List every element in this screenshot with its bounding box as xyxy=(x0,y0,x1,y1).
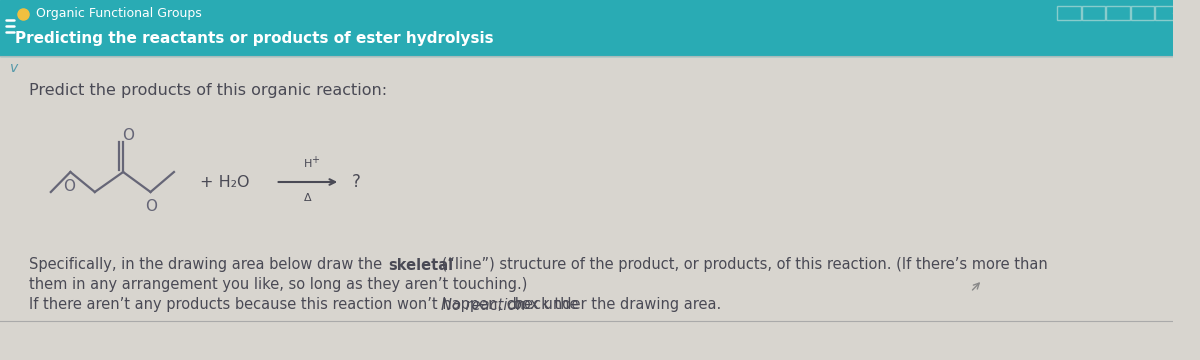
Bar xyxy=(1156,6,1178,20)
Text: box under the drawing area.: box under the drawing area. xyxy=(508,297,721,312)
Bar xyxy=(0,0,1172,56)
Text: (“line”) structure of the product, or products, of this reaction. (If there’s mo: (“line”) structure of the product, or pr… xyxy=(437,257,1048,273)
Text: H: H xyxy=(304,159,312,169)
Text: +: + xyxy=(311,155,319,165)
Text: If there aren’t any products because this reaction won’t happen, check the: If there aren’t any products because thi… xyxy=(29,297,583,312)
Text: skeletal: skeletal xyxy=(388,257,454,273)
Text: v: v xyxy=(10,61,18,75)
Bar xyxy=(1082,6,1105,20)
Text: No reaction: No reaction xyxy=(442,297,526,312)
Text: them in any arrangement you like, so long as they aren’t touching.): them in any arrangement you like, so lon… xyxy=(29,278,528,292)
Text: + H₂O: + H₂O xyxy=(200,175,250,189)
Text: Δ: Δ xyxy=(304,193,312,203)
Bar xyxy=(1057,6,1081,20)
Text: Predicting the reactants or products of ester hydrolysis: Predicting the reactants or products of … xyxy=(14,31,493,45)
Bar xyxy=(1130,6,1154,20)
Text: O: O xyxy=(122,127,134,143)
Text: Organic Functional Groups: Organic Functional Groups xyxy=(36,6,202,19)
Text: ?: ? xyxy=(352,173,361,191)
Text: Specifically, in the drawing area below draw the: Specifically, in the drawing area below … xyxy=(29,257,388,273)
Text: O: O xyxy=(64,179,76,194)
Text: O: O xyxy=(145,198,157,213)
Bar xyxy=(1106,6,1130,20)
Text: Predict the products of this organic reaction:: Predict the products of this organic rea… xyxy=(29,82,388,98)
